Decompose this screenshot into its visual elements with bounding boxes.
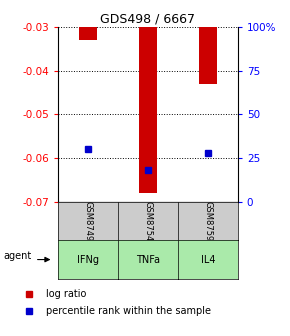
Title: GDS498 / 6667: GDS498 / 6667	[100, 13, 195, 26]
Text: IL4: IL4	[201, 255, 215, 264]
Bar	[199, 27, 217, 84]
Text: GSM8759: GSM8759	[203, 201, 212, 241]
Bar	[79, 27, 97, 40]
Text: percentile rank within the sample: percentile rank within the sample	[46, 306, 211, 316]
Text: IFNg: IFNg	[77, 255, 99, 264]
Text: agent: agent	[3, 251, 31, 261]
Text: GSM8749: GSM8749	[84, 201, 93, 241]
Text: log ratio: log ratio	[46, 289, 87, 298]
Text: TNFa: TNFa	[136, 255, 160, 264]
Bar	[139, 27, 157, 193]
Text: GSM8754: GSM8754	[143, 201, 153, 241]
